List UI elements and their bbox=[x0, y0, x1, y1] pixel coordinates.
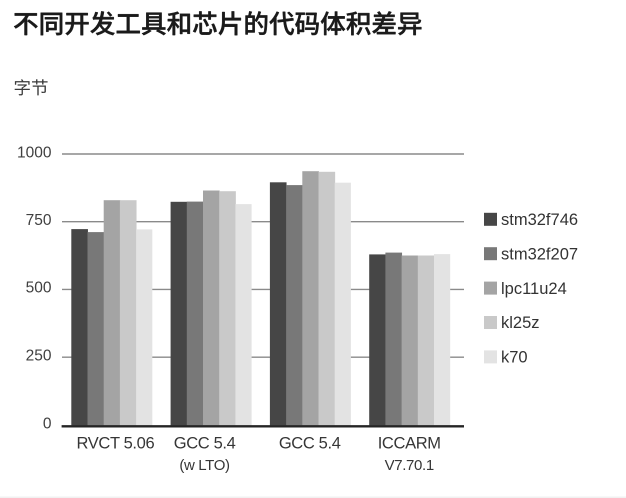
svg-text:stm32f207: stm32f207 bbox=[501, 245, 578, 263]
svg-text:0: 0 bbox=[43, 416, 52, 433]
svg-text:1000: 1000 bbox=[17, 144, 52, 161]
svg-text:lpc11u24: lpc11u24 bbox=[501, 280, 567, 298]
svg-text:250: 250 bbox=[26, 348, 52, 365]
svg-text:750: 750 bbox=[26, 212, 52, 229]
svg-text:k70: k70 bbox=[501, 349, 528, 367]
svg-text:RVCT 5.06: RVCT 5.06 bbox=[76, 435, 154, 453]
svg-text:stm32f746: stm32f746 bbox=[501, 211, 578, 229]
svg-text:GCC 5.4: GCC 5.4 bbox=[174, 435, 236, 453]
svg-text:V7.70.1: V7.70.1 bbox=[385, 457, 434, 474]
svg-text:GCC 5.4: GCC 5.4 bbox=[279, 435, 341, 453]
svg-text:kl25z: kl25z bbox=[501, 314, 540, 332]
svg-text:ICCARM: ICCARM bbox=[378, 435, 441, 453]
svg-text:500: 500 bbox=[26, 280, 52, 297]
svg-text:(w LTO): (w LTO) bbox=[179, 457, 230, 474]
